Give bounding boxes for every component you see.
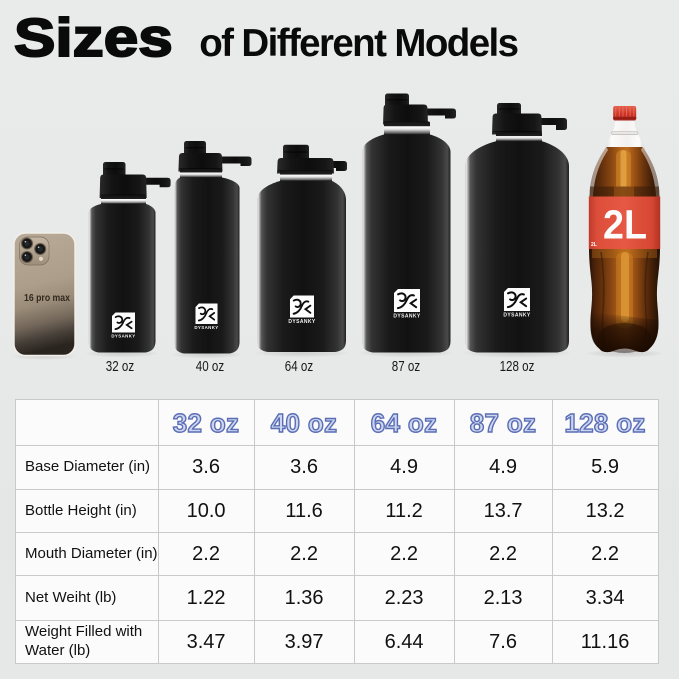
svg-text:2L: 2L bbox=[591, 242, 597, 248]
svg-text:2L: 2L bbox=[603, 202, 647, 248]
svg-text:DYSANKY: DYSANKY bbox=[288, 319, 316, 325]
svg-text:16 pro max: 16 pro max bbox=[24, 292, 71, 303]
svg-text:DYSANKY: DYSANKY bbox=[503, 313, 531, 319]
svg-text:DYSANKY: DYSANKY bbox=[194, 325, 218, 330]
svg-text:DYSANKY: DYSANKY bbox=[393, 314, 421, 320]
svg-text:DYSANKY: DYSANKY bbox=[111, 334, 135, 339]
